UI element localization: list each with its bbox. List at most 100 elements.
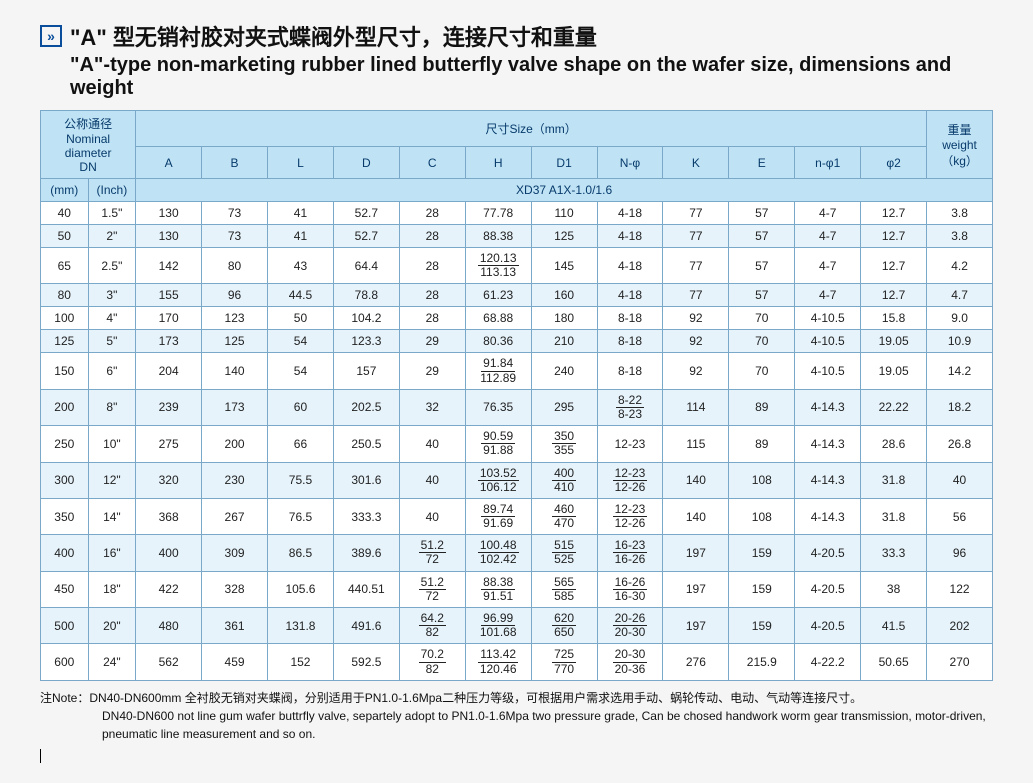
cell: 100 bbox=[41, 307, 89, 330]
cell: 173 bbox=[202, 389, 268, 425]
cell: 130 bbox=[136, 225, 202, 248]
cell: 4.2 bbox=[927, 248, 993, 284]
table-body: 401.5"130734152.72877.781104-1877574-712… bbox=[41, 202, 993, 681]
cell: 4-10.5 bbox=[795, 307, 861, 330]
cell: 145 bbox=[531, 248, 597, 284]
cell: 350355 bbox=[531, 426, 597, 462]
cell: 29 bbox=[399, 353, 465, 389]
cell: 5" bbox=[88, 330, 136, 353]
cell: 16" bbox=[88, 535, 136, 571]
cell: 173 bbox=[136, 330, 202, 353]
cell: 140 bbox=[663, 462, 729, 498]
cell: 20-3020-36 bbox=[597, 644, 663, 680]
cell: 88.38 bbox=[465, 225, 531, 248]
cell: 31.8 bbox=[861, 462, 927, 498]
hdr-col: N-φ bbox=[597, 147, 663, 179]
cell: 20-2620-30 bbox=[597, 608, 663, 644]
cell: 4-20.5 bbox=[795, 608, 861, 644]
table-row: 45018"422328105.6440.5151.27288.3891.515… bbox=[41, 571, 993, 607]
hdr-col: K bbox=[663, 147, 729, 179]
cell: 4-7 bbox=[795, 225, 861, 248]
cell: 40 bbox=[399, 462, 465, 498]
cursor bbox=[40, 749, 41, 763]
cell: 66 bbox=[268, 426, 334, 462]
cell: 70 bbox=[729, 307, 795, 330]
cell: 73 bbox=[202, 202, 268, 225]
cell: 24" bbox=[88, 644, 136, 680]
table-row: 2008"23917360202.53276.352958-228-231148… bbox=[41, 389, 993, 425]
cell: 4.7 bbox=[927, 284, 993, 307]
cell: 96 bbox=[202, 284, 268, 307]
cell: 56 bbox=[927, 498, 993, 534]
cell: 51.272 bbox=[399, 535, 465, 571]
cell: 180 bbox=[531, 307, 597, 330]
cell: 103.52106.12 bbox=[465, 462, 531, 498]
cell: 276 bbox=[663, 644, 729, 680]
cell: 4-10.5 bbox=[795, 330, 861, 353]
cell: 77 bbox=[663, 248, 729, 284]
cell: 77 bbox=[663, 225, 729, 248]
cell: 115 bbox=[663, 426, 729, 462]
cell: 230 bbox=[202, 462, 268, 498]
cell: 52.7 bbox=[333, 225, 399, 248]
cell: 41.5 bbox=[861, 608, 927, 644]
cell: 309 bbox=[202, 535, 268, 571]
cell: 64.4 bbox=[333, 248, 399, 284]
cell: 4-7 bbox=[795, 284, 861, 307]
cell: 28 bbox=[399, 248, 465, 284]
cell: 89 bbox=[729, 426, 795, 462]
cell: 12.7 bbox=[861, 248, 927, 284]
hdr-mm: (mm) bbox=[41, 179, 89, 202]
hdr-col: A bbox=[136, 147, 202, 179]
cell: 20" bbox=[88, 608, 136, 644]
cell: 54 bbox=[268, 330, 334, 353]
cell: 12-2312-26 bbox=[597, 498, 663, 534]
cell: 14" bbox=[88, 498, 136, 534]
cell: 14.2 bbox=[927, 353, 993, 389]
cell: 15.8 bbox=[861, 307, 927, 330]
cell: 92 bbox=[663, 353, 729, 389]
cell: 4-20.5 bbox=[795, 571, 861, 607]
cell: 562 bbox=[136, 644, 202, 680]
table-row: 1506"204140541572991.84112.892408-189270… bbox=[41, 353, 993, 389]
cell: 40 bbox=[399, 426, 465, 462]
cell: 96 bbox=[927, 535, 993, 571]
table-row: 401.5"130734152.72877.781104-1877574-712… bbox=[41, 202, 993, 225]
cell: 267 bbox=[202, 498, 268, 534]
hdr-col: H bbox=[465, 147, 531, 179]
cell: 8" bbox=[88, 389, 136, 425]
cell: 460470 bbox=[531, 498, 597, 534]
cell: 4" bbox=[88, 307, 136, 330]
cell: 40 bbox=[927, 462, 993, 498]
cell: 113.42120.46 bbox=[465, 644, 531, 680]
cell: 100.48102.42 bbox=[465, 535, 531, 571]
cell: 204 bbox=[136, 353, 202, 389]
hdr-model: XD37 A1X-1.0/1.6 bbox=[136, 179, 993, 202]
cell: 215.9 bbox=[729, 644, 795, 680]
cell: 4-20.5 bbox=[795, 535, 861, 571]
cell: 50.65 bbox=[861, 644, 927, 680]
cell: 239 bbox=[136, 389, 202, 425]
cell: 328 bbox=[202, 571, 268, 607]
cell: 60 bbox=[268, 389, 334, 425]
hdr-col: E bbox=[729, 147, 795, 179]
cell: 80 bbox=[41, 284, 89, 307]
cell: 19.05 bbox=[861, 353, 927, 389]
cell: 155 bbox=[136, 284, 202, 307]
cell: 725770 bbox=[531, 644, 597, 680]
cell: 197 bbox=[663, 535, 729, 571]
cell: 361 bbox=[202, 608, 268, 644]
table-row: 60024"562459152592.570.282113.42120.4672… bbox=[41, 644, 993, 680]
hdr-nominal: 公称通径 Nominal diameter DN bbox=[41, 111, 136, 179]
cell: 400 bbox=[136, 535, 202, 571]
cell: 140 bbox=[663, 498, 729, 534]
cell: 210 bbox=[531, 330, 597, 353]
cell: 80 bbox=[202, 248, 268, 284]
spec-table: 公称通径 Nominal diameter DN 尺寸Size（mm） 重量 w… bbox=[40, 110, 993, 681]
cell: 108 bbox=[729, 498, 795, 534]
cell: 57 bbox=[729, 284, 795, 307]
cell: 459 bbox=[202, 644, 268, 680]
cell: 3.8 bbox=[927, 202, 993, 225]
cell: 18" bbox=[88, 571, 136, 607]
cell: 89 bbox=[729, 389, 795, 425]
